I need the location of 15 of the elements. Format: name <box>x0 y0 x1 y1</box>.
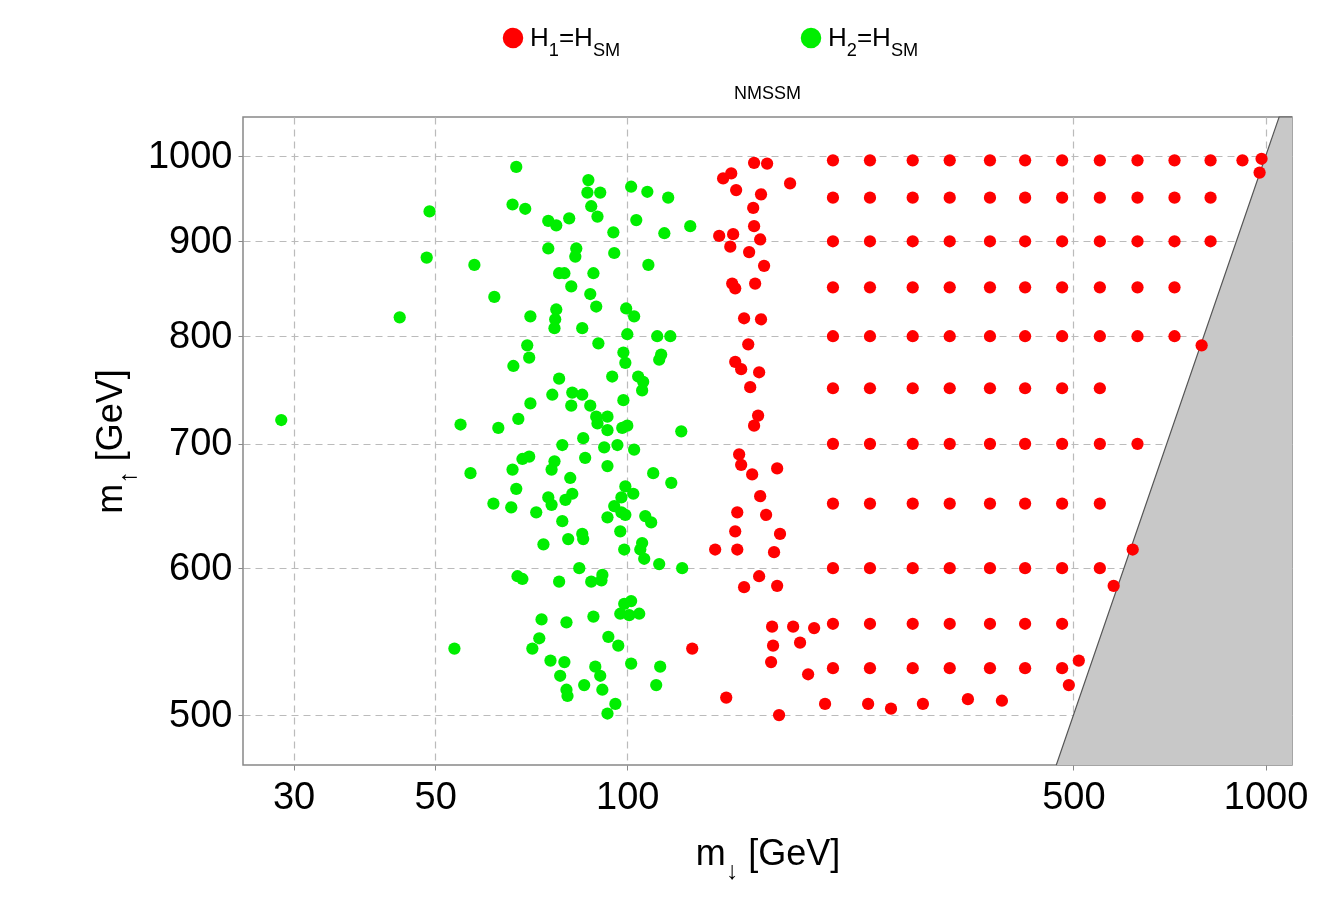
x-tick-label: 1000 <box>1223 774 1309 817</box>
x-tick-label: 50 <box>414 774 457 817</box>
x-tick-label: 100 <box>596 774 660 817</box>
y-tick-label: 600 <box>169 545 233 588</box>
x-tick-label: 500 <box>1042 774 1106 817</box>
y-tick-label: 900 <box>169 218 233 261</box>
chart-title: NMSSM <box>734 83 801 103</box>
x-tick-label: 30 <box>272 774 316 817</box>
legend-label: H$_{1}$=H$_{SM}$ <box>530 22 621 60</box>
y-tick-label: 700 <box>169 421 233 464</box>
y-tick-label: 500 <box>169 692 233 735</box>
legend-label: H$_{2}$=H$_{SM}$ <box>828 22 919 60</box>
y-tick-label: 800 <box>169 313 233 356</box>
x-axis-title: m$_{↓}$ [GeV] <box>695 831 841 884</box>
y-tick-label: 1000 <box>147 133 233 176</box>
